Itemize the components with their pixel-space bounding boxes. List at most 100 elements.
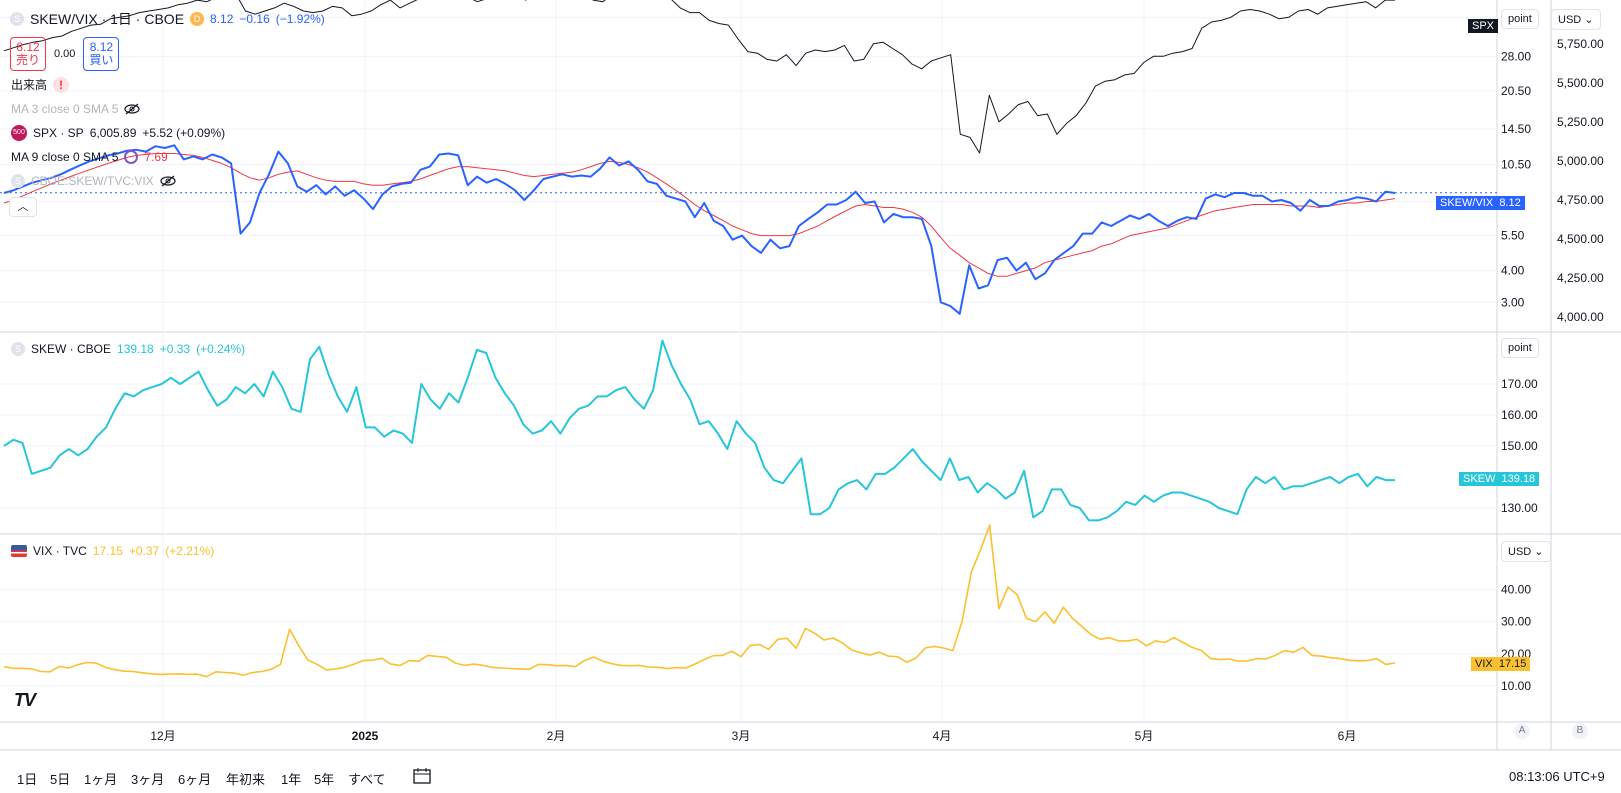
buy-button[interactable]: 8.12 買い xyxy=(83,37,120,71)
symbol-logo-icon: S xyxy=(10,12,24,26)
vix-price: 17.15 xyxy=(92,544,123,558)
log-scale-button[interactable]: B xyxy=(1572,723,1588,739)
y-tick-label-right: 4,000.00 xyxy=(1557,310,1604,324)
spx-label: SPX · SP xyxy=(33,126,84,140)
y-tick-label-right: 5,000.00 xyxy=(1557,154,1604,168)
y-tick-label: 5.50 xyxy=(1501,229,1525,243)
volume-label: 出来高 xyxy=(11,78,48,92)
ma9-legend[interactable]: MA 9 close 0 SMA 5 7.69 xyxy=(11,149,168,165)
y-tick-label: 3.00 xyxy=(1501,295,1525,309)
volume-legend[interactable]: 出来高 ! xyxy=(11,77,70,93)
bottom-toolbar: 1日 5日 1ヶ月 3ヶ月 6ヶ月 年初来 1年 5年 すべて 08:13:06… xyxy=(0,760,1621,793)
tag-value: 17.15 xyxy=(1498,658,1527,670)
y-tick-label: 4.00 xyxy=(1501,264,1525,278)
calendar-icon[interactable] xyxy=(412,767,432,785)
tf-1m[interactable]: 1ヶ月 xyxy=(84,772,118,787)
vix-legend[interactable]: VIX · TVC 17.15 +0.37 (+2.21%) xyxy=(11,543,214,559)
hidden-eye-icon[interactable] xyxy=(124,103,140,115)
skew-series-line xyxy=(3,339,1395,522)
y-tick-label-right: 4,250.00 xyxy=(1557,271,1604,285)
tf-3m[interactable]: 3ヶ月 xyxy=(131,772,165,787)
skew-change-pct: (+0.24%) xyxy=(196,342,246,356)
chevron-down-icon: ⌄ xyxy=(1534,546,1544,558)
skewvix-price-tag: SKEW/VIX 8.12 xyxy=(1436,196,1525,210)
ma3-label: MA 3 close 0 SMA 5 xyxy=(11,102,119,116)
clock[interactable]: 08:13:06 UTC+9 xyxy=(1509,769,1605,784)
cboe-legend[interactable]: S CBOE:SKEW/TVC:VIX xyxy=(11,173,176,189)
skewvix-series-line xyxy=(3,144,1396,315)
tf-1y[interactable]: 1年 xyxy=(281,772,302,787)
us-flag-icon xyxy=(11,545,27,557)
x-tick-label: 5月 xyxy=(1135,729,1154,743)
y-tick-label: 20.50 xyxy=(1501,84,1531,98)
y-tick-label: 40.00 xyxy=(1501,582,1531,596)
x-tick-label: 4月 xyxy=(933,729,952,743)
y-tick-label: 170.00 xyxy=(1501,377,1538,391)
y-tick-label: 130.00 xyxy=(1501,501,1538,515)
trade-buttons: 8.12 売り 0.00 8.12 買い xyxy=(10,37,120,71)
spx-legend[interactable]: 500 SPX · SP 6,005.89 +5.52 (+0.09%) xyxy=(11,125,225,141)
grid xyxy=(0,0,1621,751)
x-tick-label: 2025 xyxy=(352,729,379,743)
vix-price-tag: VIX 17.15 xyxy=(1471,657,1531,671)
tf-5d[interactable]: 5日 xyxy=(50,772,71,787)
ma9-series-line xyxy=(3,153,1396,277)
y-tick-label: 28.00 xyxy=(1501,50,1531,64)
spx-price-tag: SPX xyxy=(1468,19,1499,33)
chevron-up-icon: ︿ xyxy=(17,201,29,213)
spread-value: 0.00 xyxy=(54,48,76,60)
axis-ticks: 12月 2025 2月 3月 4月 5月 6月 40.00 28.00 20.50 14.50 10.… xyxy=(150,10,1604,743)
y-tick-label: 160.00 xyxy=(1501,408,1538,422)
tag-label: VIX xyxy=(1475,658,1493,670)
vix-symbol: VIX · TVC xyxy=(33,544,87,558)
warning-icon[interactable]: ! xyxy=(53,77,70,93)
sync-icon[interactable] xyxy=(124,150,139,164)
pane1-scale-button[interactable]: point xyxy=(1501,9,1539,29)
symbol-logo-icon: S xyxy=(11,174,25,188)
spx-price: 6,005.89 xyxy=(89,126,137,140)
tradingview-logo[interactable]: TV xyxy=(14,690,36,710)
y-tick-label-right: 4,750.00 xyxy=(1557,193,1604,207)
collapse-legend-button[interactable]: ︿ xyxy=(9,197,37,217)
y-tick-label-right: 4,500.00 xyxy=(1557,232,1604,246)
tag-value: 139.18 xyxy=(1501,473,1536,485)
right-currency-button[interactable]: USD ⌄ xyxy=(1551,9,1601,30)
tf-5y[interactable]: 5年 xyxy=(314,772,335,787)
skew-legend[interactable]: S SKEW · CBOE 139.18 +0.33 (+0.24%) xyxy=(11,341,245,357)
hidden-eye-icon[interactable] xyxy=(160,175,176,187)
chevron-down-icon: ⌄ xyxy=(1584,14,1594,26)
skew-symbol: SKEW · CBOE xyxy=(31,342,112,356)
vix-change-pct: (+2.21%) xyxy=(165,544,215,558)
symbol-logo-icon: S xyxy=(11,342,25,356)
tf-1d[interactable]: 1日 xyxy=(17,772,38,787)
skew-price-tag: SKEW 139.18 xyxy=(1459,472,1540,486)
ma3-legend[interactable]: MA 3 close 0 SMA 5 xyxy=(11,101,140,117)
main-symbol[interactable]: SKEW/VIX · 1日 · CBOE xyxy=(30,11,185,27)
sell-price: 8.12 xyxy=(16,40,40,54)
y-tick-label-right: 5,750.00 xyxy=(1557,37,1604,51)
ma9-value: 7.69 xyxy=(144,150,168,164)
sell-label: 売り xyxy=(15,53,40,67)
tag-value: 8.12 xyxy=(1499,197,1521,209)
auto-scale-button[interactable]: A xyxy=(1514,723,1530,739)
pane3-currency-button[interactable]: USD ⌄ xyxy=(1501,541,1551,562)
series-lines xyxy=(3,0,1396,678)
currency-label: USD xyxy=(1508,546,1532,558)
x-tick-label: 6月 xyxy=(1338,729,1357,743)
tf-6m[interactable]: 6ヶ月 xyxy=(178,772,212,787)
tf-ytd[interactable]: 年初来 xyxy=(226,772,266,787)
sell-button[interactable]: 8.12 売り xyxy=(10,37,46,71)
y-tick-label: 150.00 xyxy=(1501,439,1538,453)
main-change-pct: (−1.92%) xyxy=(275,12,325,26)
pane2-scale-button[interactable]: point xyxy=(1501,338,1539,358)
y-tick-label: 10.00 xyxy=(1501,679,1531,693)
buy-price: 8.12 xyxy=(89,40,114,54)
spx-series-line xyxy=(3,0,1395,154)
tf-all[interactable]: すべて xyxy=(348,772,386,787)
skew-price: 139.18 xyxy=(117,342,154,356)
interval-badge: D xyxy=(190,12,205,26)
tag-label: SKEW xyxy=(1463,473,1496,485)
tag-label: SKEW/VIX xyxy=(1440,197,1494,209)
skew-change: +0.33 xyxy=(159,342,191,356)
